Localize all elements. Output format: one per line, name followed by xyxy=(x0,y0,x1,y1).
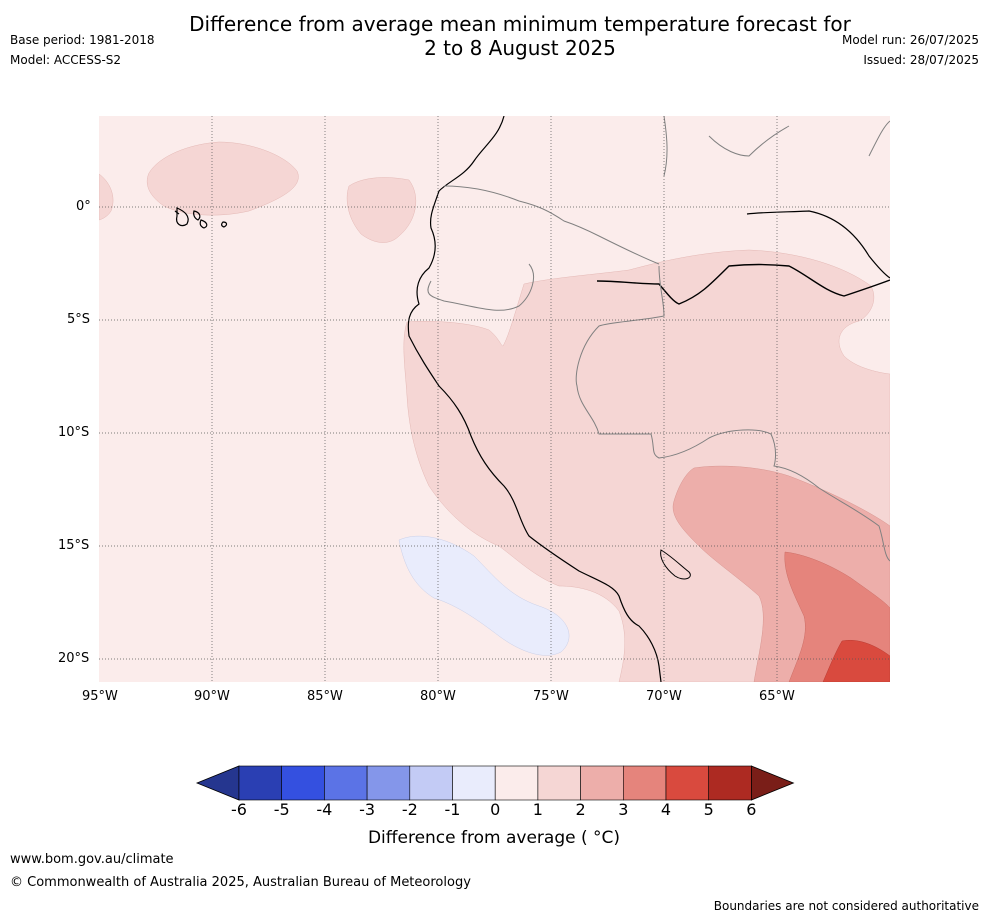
lon-label-65w: 65°W xyxy=(759,689,795,704)
country-borders xyxy=(427,116,890,562)
lon-label-90w: 90°W xyxy=(194,689,230,704)
meta-left: Base period: 1981-2018 Model: ACCESS-S2 xyxy=(10,30,155,70)
colorbar-tick-label: 2 xyxy=(575,800,586,819)
model-text: Model: ACCESS-S2 xyxy=(10,53,122,67)
colorbar xyxy=(195,765,795,801)
colorbar-arrow-low xyxy=(195,765,240,801)
anomaly-region-1to2-edge xyxy=(99,173,114,221)
lon-label-85w: 85°W xyxy=(307,689,343,704)
footer-copyright: © Commonwealth of Australia 2025, Austra… xyxy=(10,875,471,890)
lon-label-80w: 80°W xyxy=(420,689,456,704)
colorbar-segment xyxy=(665,765,710,801)
map-gridlines xyxy=(99,116,890,682)
colorbar-tick-label: -1 xyxy=(444,800,461,819)
colorbar-segment xyxy=(494,765,539,801)
galapagos-islands xyxy=(174,207,228,229)
colorbar-tick-label: 0 xyxy=(490,800,501,819)
anomaly-region-1to2-pacific-west xyxy=(146,141,299,216)
anomaly-region-1to2-ecuador xyxy=(346,177,416,243)
model-run-text: Model run: 26/07/2025 xyxy=(841,33,979,47)
lat-label-20s: 20°S xyxy=(58,651,90,666)
colorbar-segment xyxy=(238,765,283,801)
lat-label-15s: 15°S xyxy=(58,538,90,553)
colorbar-segment xyxy=(622,765,667,801)
meta-right: Model run: 26/07/2025 Issued: 28/07/2025 xyxy=(842,30,979,70)
colorbar-tick-label: 3 xyxy=(618,800,629,819)
anomaly-region-4to5 xyxy=(822,640,890,682)
colorbar-segment xyxy=(452,765,496,801)
lat-label-0: 0° xyxy=(76,199,91,214)
lat-label-10s: 10°S xyxy=(58,425,90,440)
colorbar-tick-label: -6 xyxy=(231,800,247,819)
amazon-river-upper xyxy=(746,210,890,279)
colorbar-segment xyxy=(324,765,368,801)
forecast-map xyxy=(99,116,890,682)
amazon-river xyxy=(596,263,890,305)
lon-label-95w: 95°W xyxy=(82,689,118,704)
title-line-1: Difference from average mean minimum tem… xyxy=(189,12,851,36)
base-period-text: Base period: 1981-2018 xyxy=(10,33,155,47)
colorbar-tick-label: -5 xyxy=(273,800,290,819)
colorbar-tick-label: 1 xyxy=(532,800,543,819)
colorbar-tick-labels: -6 -5 -4 -3 -2 -1 0 1 2 3 4 5 6 xyxy=(0,800,988,822)
colorbar-segment xyxy=(537,765,581,801)
colorbar-segment xyxy=(409,765,453,801)
colorbar-segment xyxy=(580,765,624,801)
colorbar-tick-label: 4 xyxy=(660,800,672,819)
colorbar-tick-label: -2 xyxy=(401,800,418,819)
colorbar-title: Difference from average ( °C) xyxy=(367,828,621,848)
chart-title: Difference from average mean minimum tem… xyxy=(0,12,988,60)
anomaly-region-minus1to0 xyxy=(398,535,570,656)
lon-label-70w: 70°W xyxy=(646,689,682,704)
lon-label-75w: 75°W xyxy=(533,689,569,704)
colorbar-tick-label: -3 xyxy=(359,800,376,819)
colorbar-tick-label: -4 xyxy=(316,800,333,819)
colorbar-tick-label: 5 xyxy=(703,800,714,819)
lake-titicaca xyxy=(660,549,691,580)
colorbar-segment xyxy=(708,765,752,801)
colorbar-segment xyxy=(366,765,411,801)
footer-disclaimer: Boundaries are not considered authoritat… xyxy=(713,899,979,913)
title-line-2: 2 to 8 August 2025 xyxy=(424,36,616,60)
footer-url: www.bom.gov.au/climate xyxy=(10,852,174,867)
lat-label-5s: 5°S xyxy=(67,312,91,327)
issued-text: Issued: 28/07/2025 xyxy=(863,53,979,67)
colorbar-arrow-high xyxy=(751,765,795,801)
colorbar-tick-label: 6 xyxy=(746,800,757,819)
coastline xyxy=(407,116,662,682)
colorbar-segment xyxy=(281,765,325,801)
